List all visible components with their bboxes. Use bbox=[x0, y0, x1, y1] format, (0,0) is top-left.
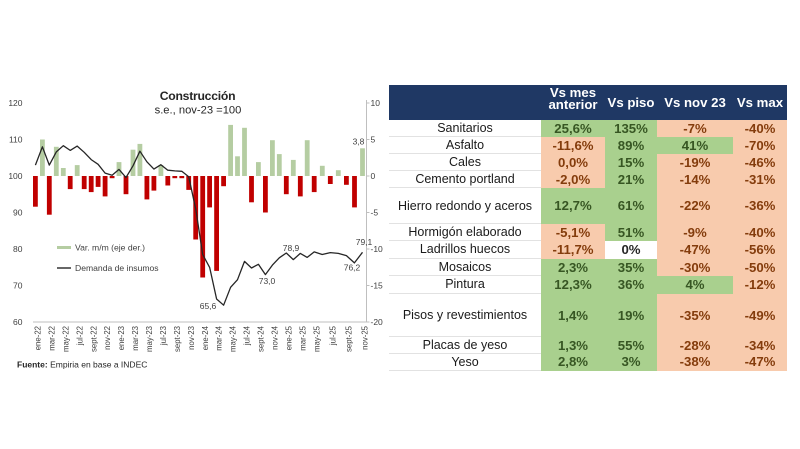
svg-text:nov-22: nov-22 bbox=[103, 326, 112, 350]
svg-text:jul-24: jul-24 bbox=[243, 325, 252, 346]
svg-text:jul-23: jul-23 bbox=[159, 326, 168, 346]
svg-text:76,2: 76,2 bbox=[344, 263, 361, 273]
svg-text:mar-25: mar-25 bbox=[298, 325, 307, 350]
svg-text:120: 120 bbox=[8, 98, 22, 108]
svg-text:Construcción: Construcción bbox=[160, 89, 236, 103]
svg-text:70: 70 bbox=[13, 281, 23, 291]
svg-text:Fuente: Empiria en base a INDE: Fuente: Empiria en base a INDEC bbox=[17, 360, 147, 370]
svg-text:mar-23: mar-23 bbox=[131, 326, 140, 351]
svg-text:mar-24: mar-24 bbox=[215, 325, 224, 350]
svg-text:nov-25: nov-25 bbox=[361, 325, 370, 350]
svg-text:0: 0 bbox=[371, 171, 376, 181]
svg-text:sept-23: sept-23 bbox=[173, 326, 182, 352]
svg-text:3,8: 3,8 bbox=[353, 137, 365, 147]
svg-text:ene-23: ene-23 bbox=[117, 326, 126, 350]
svg-text:nov-23: nov-23 bbox=[187, 326, 196, 350]
svg-text:sept-22: sept-22 bbox=[89, 326, 98, 352]
svg-text:-20: -20 bbox=[371, 317, 384, 327]
svg-text:mar-22: mar-22 bbox=[47, 326, 56, 351]
svg-text:may-24: may-24 bbox=[229, 325, 238, 352]
svg-text:ene-22: ene-22 bbox=[33, 326, 42, 350]
svg-text:90: 90 bbox=[13, 208, 23, 218]
svg-text:Demanda de insumos: Demanda de insumos bbox=[75, 263, 159, 273]
svg-text:ene-24: ene-24 bbox=[201, 325, 210, 350]
svg-text:60: 60 bbox=[13, 317, 23, 327]
svg-text:may-25: may-25 bbox=[312, 325, 321, 352]
svg-text:jul-22: jul-22 bbox=[75, 326, 84, 346]
svg-text:may-22: may-22 bbox=[61, 326, 70, 352]
svg-text:110: 110 bbox=[9, 135, 23, 145]
svg-text:s.e., nov-23 =100: s.e., nov-23 =100 bbox=[155, 105, 242, 117]
svg-text:nov-24: nov-24 bbox=[270, 325, 279, 350]
svg-text:65,6: 65,6 bbox=[200, 301, 217, 311]
svg-text:may-23: may-23 bbox=[145, 326, 154, 352]
svg-text:10: 10 bbox=[371, 98, 381, 108]
svg-text:-10: -10 bbox=[371, 244, 384, 254]
svg-text:jul-25: jul-25 bbox=[328, 325, 337, 346]
svg-text:sept-25: sept-25 bbox=[344, 325, 353, 352]
svg-text:sept-24: sept-24 bbox=[256, 325, 265, 352]
svg-text:5: 5 bbox=[371, 135, 376, 145]
svg-text:-15: -15 bbox=[371, 281, 384, 291]
svg-text:Var. m/m (eje der.): Var. m/m (eje der.) bbox=[75, 243, 145, 253]
svg-text:78,9: 78,9 bbox=[283, 243, 300, 253]
svg-text:-5: -5 bbox=[371, 208, 379, 218]
svg-text:80: 80 bbox=[13, 244, 23, 254]
svg-text:100: 100 bbox=[8, 171, 22, 181]
svg-text:ene-25: ene-25 bbox=[284, 325, 293, 350]
svg-text:79,1: 79,1 bbox=[356, 237, 373, 247]
svg-text:73,0: 73,0 bbox=[259, 276, 276, 286]
